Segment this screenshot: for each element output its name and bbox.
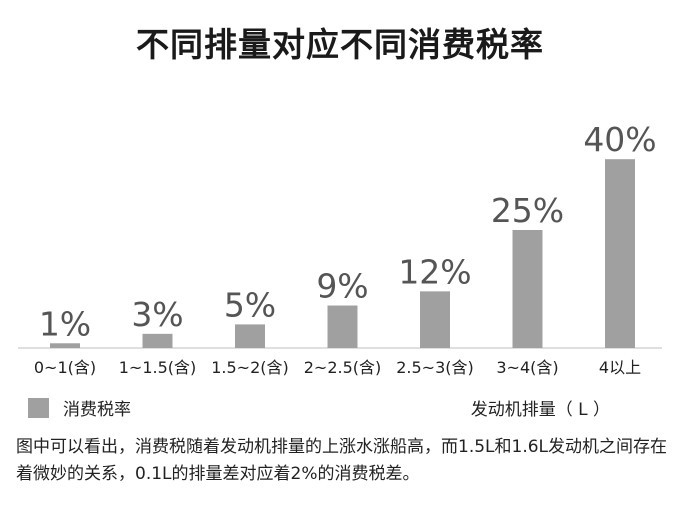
x-tick-label: 1~1.5(含) — [119, 358, 197, 377]
bar-value-label: 12% — [398, 252, 471, 291]
bar-chart: 1% 0~1(含) 3% 1~1.5(含) 5% 1.5~2(含) 9% 2~2.5(含) 12… — [18, 120, 662, 377]
bar-value-label: 1% — [39, 304, 91, 343]
caption-note: 图中可以看出，消费税随着发动机排量的上涨水涨船高，而1.5L和1.6L发动机之间… — [16, 437, 668, 484]
legend-label: 消费税率 — [63, 400, 131, 420]
bar-value-label: 3% — [131, 295, 183, 334]
bar-3 — [327, 305, 358, 348]
legend: 消费税率 — [28, 395, 131, 420]
x-tick-label: 2.5~3(含) — [396, 358, 474, 377]
x-tick-label: 1.5~2(含) — [211, 358, 289, 377]
bar-2 — [235, 324, 265, 348]
bar-6 — [605, 159, 635, 348]
bar-0 — [50, 343, 80, 348]
bar-value-label: 5% — [224, 285, 276, 324]
x-axis-title: 发动机排量（ L ） — [470, 400, 610, 420]
bar-value-label: 25% — [491, 191, 564, 230]
x-tick-label: 3~4(含) — [496, 358, 558, 377]
x-tick-label: 4以上 — [599, 358, 641, 377]
chart-title: 不同排量对应不同消费税率 — [136, 25, 544, 64]
bar-5 — [512, 230, 543, 348]
legend-swatch — [28, 397, 49, 418]
bar-value-label: 9% — [316, 267, 368, 306]
bar-1 — [142, 333, 173, 348]
x-tick-label: 2~2.5(含) — [304, 358, 382, 377]
bar-4 — [420, 291, 450, 348]
bar-value-label: 40% — [583, 120, 656, 159]
x-tick-label: 0~1(含) — [34, 358, 96, 377]
